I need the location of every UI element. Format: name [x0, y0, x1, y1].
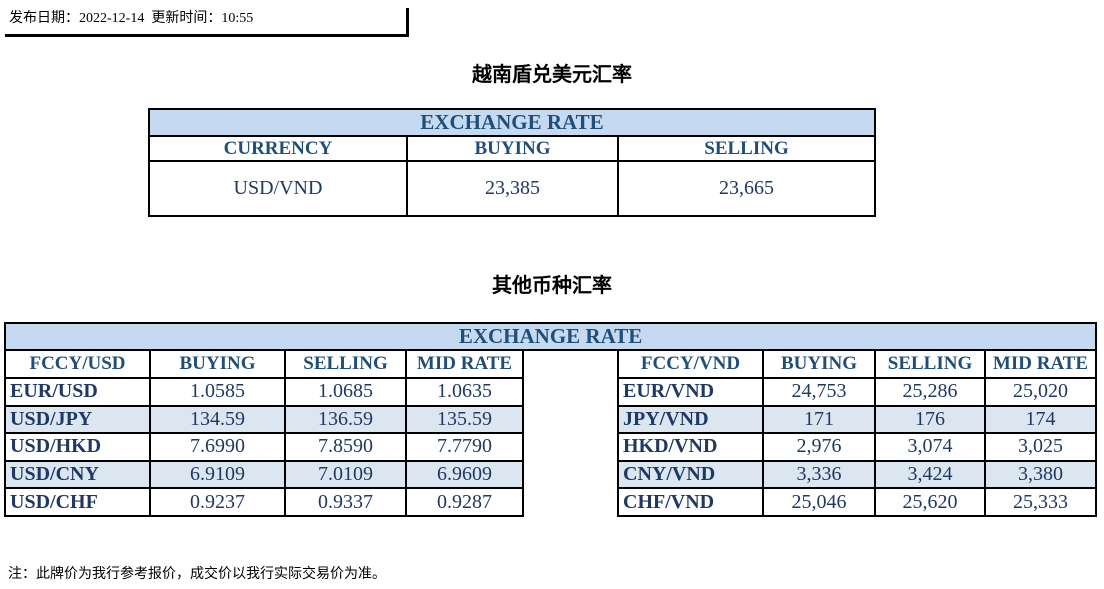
column-header: CURRENCY [148, 135, 408, 162]
update-label: 更新时间： [151, 11, 222, 26]
currency-pair: EUR/USD [4, 377, 151, 407]
rate-cell: 7.0109 [284, 459, 407, 490]
rate-cell: 23,665 [617, 160, 876, 217]
rate-cell: 0.9237 [149, 487, 286, 517]
currency-pair: EUR/VND [617, 377, 764, 407]
column-header: MID RATE [405, 349, 524, 379]
column-header: BUYING [149, 349, 286, 379]
section-title: 其他币种汇率 [492, 275, 612, 297]
column-header: BUYING [406, 135, 619, 162]
gap-cell [522, 405, 619, 434]
other-table: EXCHANGE RATE FCCY/USD BUYING SELLING MID R… [3, 322, 1098, 517]
rate-cell: 135.59 [405, 404, 524, 435]
table-banner: EXCHANGE RATE [148, 108, 876, 137]
table-row: USD/HKD 7.6990 7.8590 7.7790 HKD/VND 2,976 3,0… [4, 432, 1098, 462]
column-header: SELLING [617, 135, 876, 162]
column-header: MID RATE [983, 349, 1098, 379]
rate-cell: 25,333 [983, 487, 1098, 517]
table-row: FCCY/USD BUYING SELLING MID RATE FCCY/VND BUY… [4, 349, 1098, 379]
rate-cell: 1.0685 [284, 377, 407, 407]
column-header: FCCY/VND [617, 349, 764, 379]
column-header: FCCY/USD [4, 349, 151, 379]
table-row: USD/JPY 134.59 136.59 135.59 JPY/VND 171 176 17… [4, 404, 1098, 435]
rate-cell: 25,286 [874, 377, 986, 407]
rate-cell: 25,046 [762, 487, 876, 517]
gap-cell [522, 350, 619, 378]
rate-cell: 176 [874, 404, 986, 435]
currency-pair: JPY/VND [617, 404, 764, 435]
rate-cell: 3,074 [874, 432, 986, 462]
currency-pair: USD/HKD [4, 432, 151, 462]
rate-cell: 0.9337 [284, 487, 407, 517]
publish-info: 发布日期：2022-12-14 更新时间：10:55 [5, 8, 409, 37]
rate-cell: 2,976 [762, 432, 876, 462]
rate-cell: 7.8590 [284, 432, 407, 462]
rate-cell: 174 [983, 404, 1098, 435]
vnd-table: EXCHANGE RATE CURRENCY BUYING SELLING USD/… [148, 108, 876, 217]
gap-cell [522, 488, 619, 516]
column-header: BUYING [762, 349, 876, 379]
currency-pair: CNY/VND [617, 459, 764, 490]
currency-pair: USD/JPY [4, 404, 151, 435]
rate-cell: 24,753 [762, 377, 876, 407]
update-time: 10:55 [221, 11, 254, 26]
rate-cell: 3,424 [874, 459, 986, 490]
rate-cell: 171 [762, 404, 876, 435]
table-banner: EXCHANGE RATE [3, 322, 1098, 351]
rate-cell: 7.7790 [405, 432, 524, 462]
currency-pair: HKD/VND [617, 432, 764, 462]
rate-cell: USD/VND [148, 160, 408, 217]
section-title: 越南盾兑美元汇率 [472, 64, 632, 86]
currency-pair: CHF/VND [617, 487, 764, 517]
rate-cell: 3,025 [983, 432, 1098, 462]
rate-cell: 6.9109 [149, 459, 286, 490]
rate-cell: 136.59 [284, 404, 407, 435]
currency-pair: USD/CNY [4, 459, 151, 490]
rate-cell: 134.59 [149, 404, 286, 435]
rate-cell: 1.0635 [405, 377, 524, 407]
gap-cell [522, 460, 619, 489]
column-header: SELLING [284, 349, 407, 379]
table-row: USD/CHF 0.9237 0.9337 0.9287 CHF/VND 25,046 25… [4, 487, 1098, 517]
table-row: EUR/USD 1.0585 1.0685 1.0635 EUR/VND 24,753 25… [4, 377, 1098, 407]
rate-cell: 23,385 [406, 160, 619, 217]
rate-cell: 7.6990 [149, 432, 286, 462]
gap-cell [522, 433, 619, 461]
rate-cell: 1.0585 [149, 377, 286, 407]
footnote: 注：此牌价为我行参考报价，成交价以我行实际交易价为准。 [8, 567, 386, 582]
currency-pair: USD/CHF [4, 487, 151, 517]
rate-cell: 3,336 [762, 459, 876, 490]
rate-cell: 3,380 [983, 459, 1098, 490]
rate-cell: 6.9609 [405, 459, 524, 490]
table-row: USD/CNY 6.9109 7.0109 6.9609 CNY/VND 3,336 3,4… [4, 459, 1098, 490]
rate-cell: 25,020 [983, 377, 1098, 407]
publish-date: 2022-12-14 [79, 11, 145, 26]
column-header: SELLING [874, 349, 986, 379]
rate-cell: 25,620 [874, 487, 986, 517]
gap-cell [522, 378, 619, 406]
rate-cell: 0.9287 [405, 487, 524, 517]
publish-label: 发布日期： [9, 11, 79, 26]
